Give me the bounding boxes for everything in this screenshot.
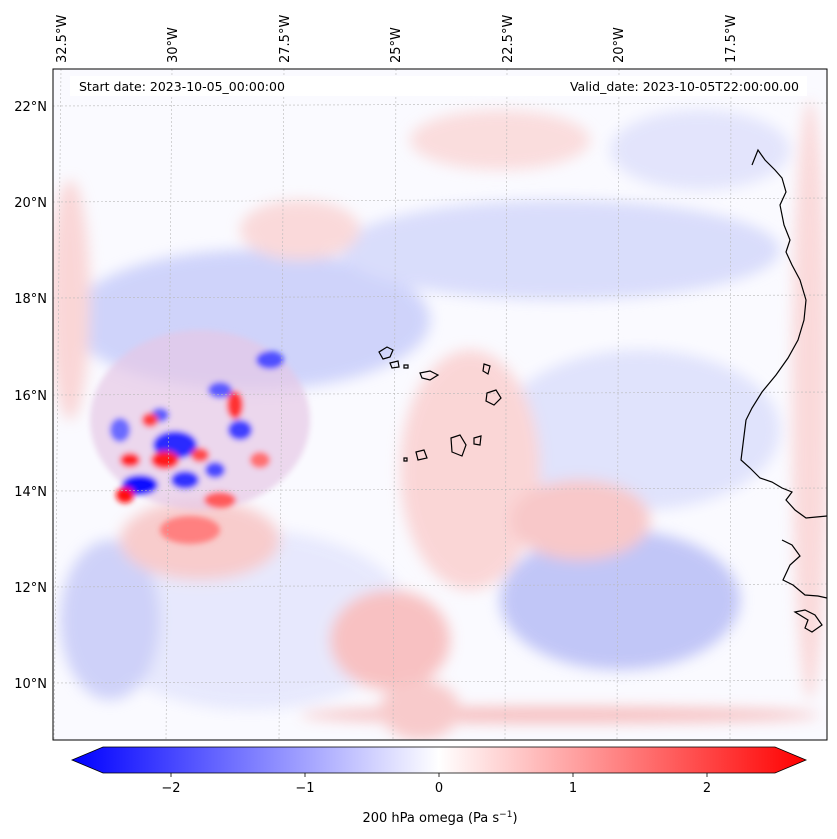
colorbar-tick-1: 1	[569, 781, 577, 796]
lat-label-18n: 18°N	[14, 292, 47, 307]
lon-label-32-5w: 32.5°W	[55, 15, 70, 63]
convective-cluster	[90, 330, 310, 544]
latitude-labels: 22°N 20°N 18°N 16°N 14°N 12°N 10°N	[14, 100, 47, 692]
lon-label-25w: 25°W	[389, 27, 404, 63]
graticule	[53, 69, 827, 740]
colorbar-tick-0: 0	[435, 781, 443, 796]
lat-label-12n: 12°N	[14, 581, 47, 596]
lon-label-17-5w: 17.5°W	[724, 15, 739, 63]
colorbar-tick-neg1: −1	[295, 781, 314, 796]
longitude-labels: 32.5°W 30°W 27.5°W 25°W 22.5°W 20°W 17.5…	[55, 15, 739, 63]
lon-label-20w: 20°W	[612, 27, 627, 63]
header-strip	[70, 76, 807, 96]
lon-label-27-5w: 27.5°W	[278, 15, 293, 63]
map-panel: Start date: 2023-10-05_00:00:00 Valid_da…	[53, 69, 827, 740]
lon-label-22-5w: 22.5°W	[501, 15, 516, 63]
colorbar-tick-2: 2	[703, 781, 711, 796]
valid-date-label: Valid_date: 2023-10-05T22:00:00.00	[570, 79, 799, 94]
colorbar-label: 200 hPa omega (Pa s−1)	[362, 810, 517, 826]
lat-label-20n: 20°N	[14, 196, 47, 211]
coastline	[378, 148, 827, 633]
colorbar: −2 −1 0 1 2 200 hPa omega (Pa s−1)	[70, 746, 808, 826]
lat-label-14n: 14°N	[14, 485, 47, 500]
lat-label-10n: 10°N	[14, 677, 47, 692]
colorbar-tick-neg2: −2	[161, 781, 180, 796]
map-frame	[52, 68, 828, 741]
lon-label-30w: 30°W	[166, 27, 181, 63]
omega-field	[53, 100, 827, 740]
colorbar-body	[70, 746, 808, 774]
lat-label-16n: 16°N	[14, 389, 47, 404]
start-date-label: Start date: 2023-10-05_00:00:00	[79, 79, 285, 94]
lat-label-22n: 22°N	[14, 100, 47, 115]
